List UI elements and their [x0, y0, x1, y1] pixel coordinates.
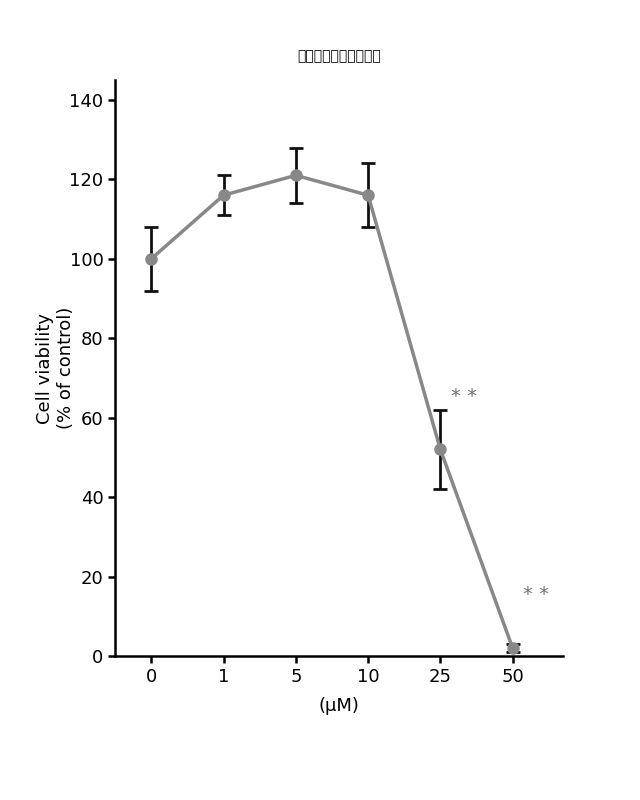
Text: * *: * * — [524, 586, 550, 604]
Text: * *: * * — [451, 386, 477, 406]
Y-axis label: Cell viability
(% of control): Cell viability (% of control) — [36, 307, 75, 429]
X-axis label: (μM): (μM) — [319, 697, 360, 715]
Title: 作用濃度と細胞生存率: 作用濃度と細胞生存率 — [298, 50, 381, 63]
